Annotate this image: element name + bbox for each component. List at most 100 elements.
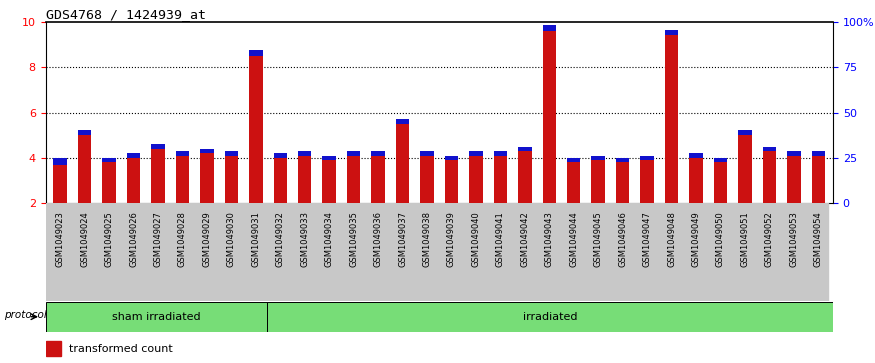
Bar: [102, 163, 116, 203]
Bar: [225, 151, 238, 156]
Text: GSM1049038: GSM1049038: [423, 211, 431, 267]
Bar: [78, 135, 91, 203]
Bar: [225, 156, 238, 203]
Bar: [53, 165, 66, 203]
Text: GSM1049040: GSM1049040: [472, 211, 480, 267]
Bar: [274, 154, 287, 158]
Bar: [127, 154, 140, 158]
Text: GSM1049042: GSM1049042: [521, 211, 529, 267]
Bar: [420, 151, 434, 156]
Bar: [738, 135, 752, 203]
Bar: [567, 163, 580, 203]
Text: GSM1049046: GSM1049046: [618, 211, 627, 267]
Bar: [542, 25, 556, 31]
Text: GSM1049041: GSM1049041: [496, 211, 505, 267]
Text: GSM1049050: GSM1049050: [716, 211, 725, 267]
Text: GSM1049053: GSM1049053: [789, 211, 798, 267]
Bar: [346, 151, 360, 156]
Text: GSM1049031: GSM1049031: [251, 211, 261, 267]
Text: protocol: protocol: [4, 310, 46, 320]
Bar: [249, 50, 262, 56]
Bar: [616, 163, 629, 203]
Bar: [714, 163, 727, 203]
Bar: [640, 160, 654, 203]
Text: GSM1049030: GSM1049030: [227, 211, 236, 267]
Text: GSM1049035: GSM1049035: [349, 211, 358, 267]
Text: GSM1049025: GSM1049025: [105, 211, 114, 267]
Bar: [78, 130, 91, 135]
Text: GSM1049045: GSM1049045: [594, 211, 603, 267]
Bar: [200, 153, 214, 203]
Bar: [323, 156, 336, 160]
Text: GSM1049036: GSM1049036: [374, 211, 382, 267]
Bar: [102, 158, 116, 163]
Bar: [665, 36, 678, 203]
Text: transformed count: transformed count: [69, 344, 173, 354]
Bar: [151, 144, 164, 149]
Bar: [200, 149, 214, 153]
Bar: [493, 151, 507, 156]
Bar: [469, 151, 483, 156]
Text: GSM1049028: GSM1049028: [178, 211, 187, 267]
Bar: [46, 341, 61, 356]
Bar: [267, 302, 833, 331]
Bar: [493, 156, 507, 203]
Bar: [592, 156, 605, 160]
Bar: [567, 158, 580, 163]
Text: GSM1049026: GSM1049026: [129, 211, 138, 267]
Bar: [249, 56, 262, 203]
Bar: [788, 156, 801, 203]
Text: GSM1049024: GSM1049024: [80, 211, 89, 267]
Text: GSM1049032: GSM1049032: [276, 211, 284, 267]
Bar: [346, 156, 360, 203]
Text: GSM1049029: GSM1049029: [202, 211, 212, 267]
Bar: [274, 158, 287, 203]
Text: GDS4768 / 1424939_at: GDS4768 / 1424939_at: [46, 8, 206, 21]
Text: GSM1049039: GSM1049039: [447, 211, 456, 267]
Text: irradiated: irradiated: [522, 312, 578, 322]
Text: GSM1049047: GSM1049047: [642, 211, 652, 267]
Bar: [690, 154, 703, 158]
Text: GSM1049048: GSM1049048: [667, 211, 676, 267]
Bar: [542, 31, 556, 203]
Bar: [640, 156, 654, 160]
Text: GSM1049051: GSM1049051: [740, 211, 750, 267]
Text: sham irradiated: sham irradiated: [112, 312, 200, 322]
Text: GSM1049023: GSM1049023: [56, 211, 65, 267]
Bar: [469, 156, 483, 203]
Text: GSM1049049: GSM1049049: [691, 211, 701, 267]
Text: GSM1049052: GSM1049052: [765, 211, 774, 267]
Bar: [420, 156, 434, 203]
Bar: [176, 151, 189, 156]
Text: GSM1049054: GSM1049054: [814, 211, 822, 267]
Bar: [714, 158, 727, 163]
Bar: [444, 156, 458, 160]
Bar: [788, 151, 801, 156]
Bar: [518, 151, 532, 203]
Text: GSM1049043: GSM1049043: [545, 211, 554, 267]
Bar: [616, 158, 629, 163]
Bar: [738, 130, 752, 135]
Bar: [46, 302, 267, 331]
Bar: [151, 149, 164, 203]
Bar: [396, 119, 410, 124]
Bar: [665, 30, 678, 36]
Bar: [371, 156, 385, 203]
Bar: [396, 124, 410, 203]
Text: GSM1049037: GSM1049037: [398, 211, 407, 267]
Bar: [53, 158, 66, 165]
Text: GSM1049033: GSM1049033: [300, 211, 309, 267]
Bar: [444, 160, 458, 203]
Bar: [298, 156, 311, 203]
Bar: [323, 160, 336, 203]
Bar: [812, 151, 825, 156]
Text: GSM1049027: GSM1049027: [153, 211, 163, 267]
Bar: [763, 147, 776, 151]
Bar: [127, 158, 140, 203]
Bar: [763, 151, 776, 203]
Bar: [592, 160, 605, 203]
Bar: [298, 151, 311, 156]
Text: GSM1049044: GSM1049044: [570, 211, 578, 267]
Bar: [371, 151, 385, 156]
Text: GSM1049034: GSM1049034: [325, 211, 333, 267]
